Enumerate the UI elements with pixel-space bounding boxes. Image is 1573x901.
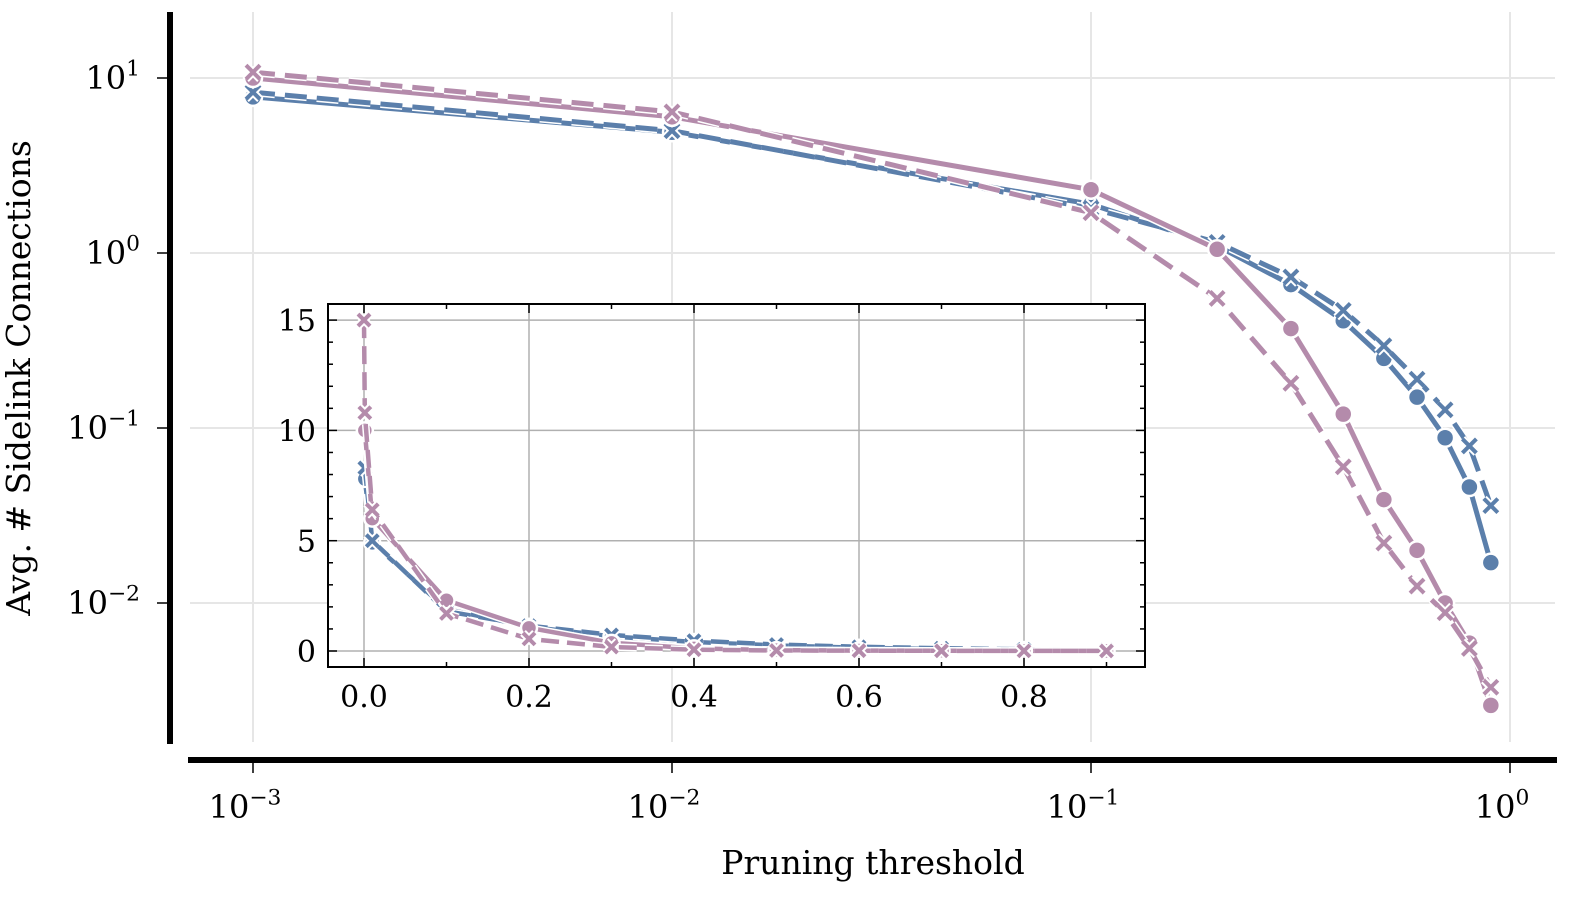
inset-series <box>355 311 1116 661</box>
data-point-x <box>602 638 621 656</box>
data-point-x <box>355 403 374 422</box>
data-point-x <box>1081 202 1101 223</box>
inset-x-tick-label: 0.8 <box>1000 680 1048 715</box>
x-tick-label: 10−1 <box>1047 786 1120 826</box>
x-tick-label: 100 <box>1475 786 1530 826</box>
data-point-x <box>1281 373 1301 394</box>
data-point-x <box>685 640 703 659</box>
inset-y-tick-label: 5 <box>297 525 316 560</box>
inset-x-tick-label: 0.0 <box>340 680 388 715</box>
data-point-circle <box>1333 403 1354 425</box>
data-point-circle <box>1480 695 1502 716</box>
y-tick-label: 10−1 <box>67 407 140 447</box>
inset-frame <box>327 303 1146 668</box>
data-point-x <box>1459 638 1480 659</box>
inset-series-pink-dashed-x <box>355 311 1116 660</box>
data-point-x <box>932 641 951 660</box>
data-point-x <box>1207 288 1227 309</box>
main-series <box>242 62 1502 716</box>
data-point-x <box>437 604 456 623</box>
data-point-x <box>1435 400 1455 420</box>
data-point-x <box>1481 677 1501 698</box>
data-point-x <box>1374 335 1394 356</box>
data-point-circle <box>1406 540 1428 561</box>
series-pink-dashed-x <box>243 62 1501 698</box>
data-point-x <box>850 641 868 660</box>
data-point-x <box>1097 642 1116 660</box>
data-point-x <box>1374 533 1394 553</box>
inset-x-tick-label: 0.2 <box>505 680 553 715</box>
data-point-x <box>1459 436 1480 456</box>
data-point-x <box>1333 300 1354 321</box>
data-point-x <box>662 120 682 141</box>
series-line-pink-dashed-x <box>361 320 1107 654</box>
inset-x-tick-label: 0.4 <box>670 680 718 715</box>
data-point-x <box>243 62 263 82</box>
series-line-pink-dashed-x <box>252 69 1493 689</box>
x-tick-label: 10−3 <box>209 786 282 826</box>
data-point-circle <box>1373 489 1395 510</box>
data-point-x <box>1481 495 1501 516</box>
data-point-x <box>1407 369 1427 390</box>
data-point-x <box>767 641 786 660</box>
x-tick-label: 10−2 <box>628 786 701 826</box>
inset-y-tick-label: 0 <box>297 635 316 670</box>
inset-plot: 0.0 0.2 0.4 0.6 0.8 0 5 10 15 <box>278 303 1146 715</box>
data-point-x <box>1015 642 1033 660</box>
data-point-circle <box>1459 476 1480 498</box>
data-point-x <box>355 311 373 329</box>
data-point-x <box>1435 602 1455 623</box>
data-point-x <box>1333 456 1354 477</box>
data-point-x <box>1407 576 1427 596</box>
inset-y-tick-label: 10 <box>278 414 316 449</box>
data-point-circle <box>1434 427 1456 448</box>
inset-x-tick-label: 0.6 <box>835 680 883 715</box>
y-tick-label: 10−2 <box>67 582 140 622</box>
data-point-x <box>243 82 263 102</box>
data-point-circle <box>1206 239 1228 260</box>
data-point-x <box>1281 267 1301 287</box>
x-axis-label: Pruning threshold <box>721 843 1024 882</box>
data-point-x <box>520 630 538 648</box>
y-tick-label: 101 <box>85 57 140 97</box>
data-point-circle <box>1280 318 1302 339</box>
data-point-x <box>363 500 382 519</box>
y-tick-label: 100 <box>85 232 140 272</box>
data-point-circle <box>1406 386 1428 408</box>
data-point-circle <box>1480 552 1502 573</box>
y-axis-label: Avg. # Sidelink Connections <box>0 140 38 617</box>
inset-y-tick-label: 15 <box>278 304 316 339</box>
data-point-circle <box>1080 179 1102 200</box>
data-point-x <box>662 102 682 122</box>
data-point-x <box>363 531 382 550</box>
